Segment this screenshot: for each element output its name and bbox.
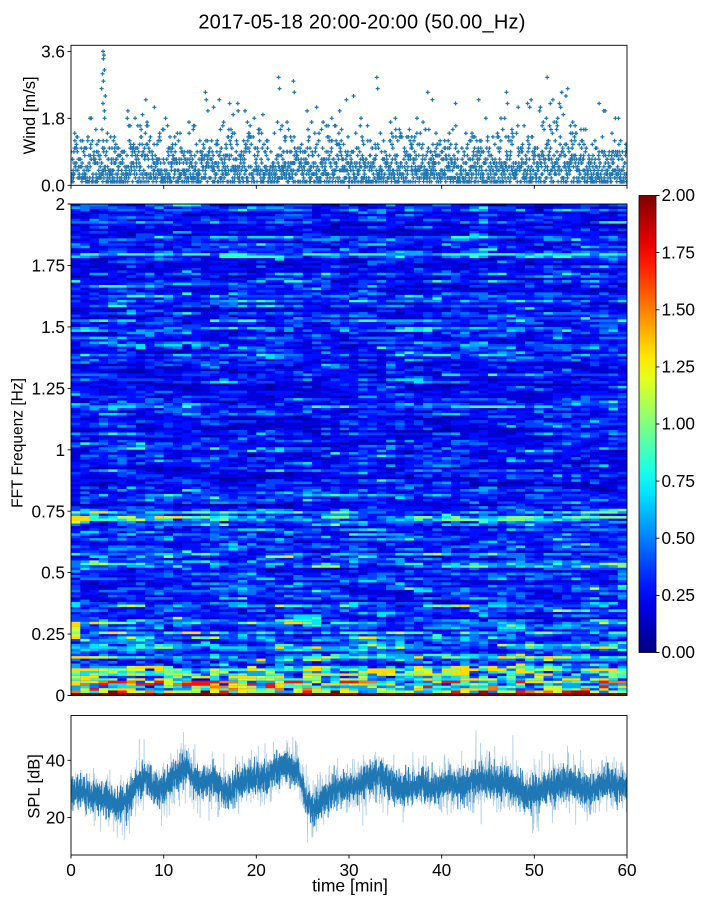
svg-text:1.50: 1.50 <box>662 299 695 319</box>
svg-text:time [min]: time [min] <box>312 876 388 896</box>
svg-text:FFT Frequenz [Hz]: FFT Frequenz [Hz] <box>10 378 27 508</box>
svg-text:2017-05-18 20:00-20:00 (50.00_: 2017-05-18 20:00-20:00 (50.00_Hz) <box>198 12 525 34</box>
svg-text:1.5: 1.5 <box>41 317 65 337</box>
svg-text:0.00: 0.00 <box>662 642 695 662</box>
svg-text:Wind [m/s]: Wind [m/s] <box>21 76 39 154</box>
svg-text:1.25: 1.25 <box>32 378 65 398</box>
svg-text:3.6: 3.6 <box>41 42 65 62</box>
svg-text:0.5: 0.5 <box>41 563 65 583</box>
svg-text:0: 0 <box>55 686 65 706</box>
svg-text:1: 1 <box>55 440 65 460</box>
svg-text:1.8: 1.8 <box>41 108 65 128</box>
svg-text:1.75: 1.75 <box>662 242 695 262</box>
svg-text:0.50: 0.50 <box>662 528 695 548</box>
svg-text:0.25: 0.25 <box>662 585 695 605</box>
svg-text:60: 60 <box>617 860 636 880</box>
svg-text:50: 50 <box>525 860 544 880</box>
svg-text:2.00: 2.00 <box>662 185 695 205</box>
svg-text:1.25: 1.25 <box>662 357 695 377</box>
svg-text:SPL [dB]: SPL [dB] <box>26 754 44 819</box>
svg-text:0.75: 0.75 <box>662 471 695 491</box>
svg-text:20: 20 <box>247 860 266 880</box>
svg-text:0.75: 0.75 <box>32 501 65 521</box>
svg-text:1.75: 1.75 <box>32 256 65 276</box>
svg-text:2: 2 <box>55 194 65 214</box>
svg-text:30: 30 <box>339 860 358 880</box>
svg-text:0: 0 <box>66 860 76 880</box>
svg-text:0.25: 0.25 <box>32 624 65 644</box>
svg-text:40: 40 <box>432 860 451 880</box>
svg-text:20: 20 <box>46 808 65 828</box>
svg-text:10: 10 <box>154 860 173 880</box>
svg-text:1.00: 1.00 <box>662 414 695 434</box>
svg-text:0.0: 0.0 <box>41 175 65 195</box>
svg-text:40: 40 <box>46 750 65 770</box>
